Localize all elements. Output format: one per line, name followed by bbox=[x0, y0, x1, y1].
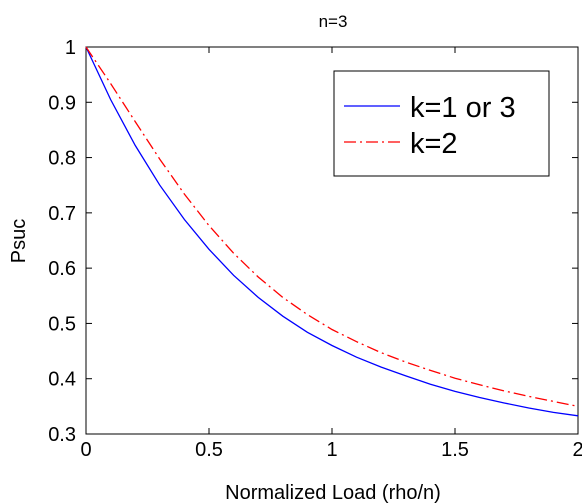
y-tick-label: 0.9 bbox=[48, 92, 76, 114]
y-tick-label: 0.4 bbox=[48, 369, 76, 391]
legend-box bbox=[333, 70, 550, 177]
series-line-k-2 bbox=[85, 46, 579, 408]
y-tick-label: 0.5 bbox=[48, 313, 76, 335]
y-tick-label: 0.6 bbox=[48, 258, 76, 280]
y-tick-label: 0.8 bbox=[48, 148, 76, 170]
y-axis-label: Psuc bbox=[8, 219, 30, 263]
x-tick-label: 0 bbox=[80, 439, 91, 461]
y-tick-label: 1 bbox=[65, 37, 76, 59]
x-axis-label: Normalized Load (rho/n) bbox=[225, 482, 441, 504]
axis-ticks: 0 0.5 1 1.5 2 0.3 0.4 0.5 0.6 0.7 0.8 0.9 1 bbox=[48, 37, 582, 461]
x-tick-label: 2 bbox=[572, 439, 582, 461]
chart-title: n=3 bbox=[319, 12, 348, 31]
series-layer bbox=[85, 46, 579, 417]
x-tick-label: 1 bbox=[326, 439, 337, 461]
x-tick-label: 0.5 bbox=[195, 439, 223, 461]
y-tick-label: 0.7 bbox=[48, 203, 76, 225]
x-tick-label: 1.5 bbox=[441, 439, 469, 461]
legend-label: k=1 or 3 bbox=[410, 92, 516, 124]
series-line-k-1-or-3 bbox=[85, 46, 579, 417]
legend-label: k=2 bbox=[410, 128, 458, 160]
legend: k=1 or 3 k=2 bbox=[333, 70, 550, 177]
y-tick-label: 0.3 bbox=[48, 424, 76, 446]
